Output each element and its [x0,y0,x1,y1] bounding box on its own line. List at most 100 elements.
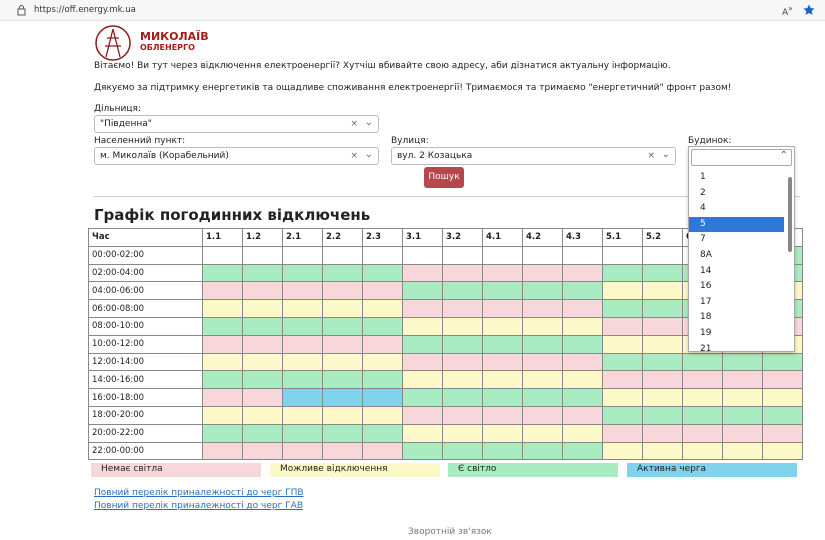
schedule-cell [522,352,563,372]
schedule-cell [602,334,643,354]
schedule-cell [402,263,443,283]
schedule-cell [322,370,363,390]
chevron: ⌄ [661,149,670,160]
schedule-cell [602,281,643,301]
schedule-cell [602,405,643,425]
schedule-cell [242,334,283,354]
house-search[interactable]: ⌃ [691,149,792,166]
house-option[interactable]: 17 [700,296,712,307]
schedule-cell [562,441,603,461]
clear[interactable]: × [350,119,358,129]
schedule-cell [242,281,283,301]
schedule-cell [442,245,483,265]
logo-icon [95,25,131,61]
street-select[interactable]: вул. 2 Козацька × ⌄ [391,147,676,165]
schedule-cell [522,316,563,336]
schedule-cell [482,245,523,265]
schedule-cell [602,441,643,461]
schedule-cell [282,352,323,372]
favorite-star[interactable] [803,4,815,16]
chevron: ⌄ [364,117,373,128]
schedule-cell [202,405,243,425]
read-aloud[interactable]: A» [782,4,793,18]
schedule-cell [402,316,443,336]
schedule-cell [722,405,763,425]
time-cell: 00:00-02:00 [88,245,203,265]
schedule-cell [522,281,563,301]
greeting: Вітаємо! Ви тут через відключення електр… [94,61,671,71]
schedule-cell [642,370,683,390]
schedule-cell [362,405,403,425]
logo-text: МИКОЛАЇВ ОБЛЕНЕРГО [140,31,209,53]
district-select[interactable]: "Південна" × ⌄ [94,115,379,133]
column-header: 3.2 [442,228,483,247]
schedule-cell [242,405,283,425]
schedule-cell [482,334,523,354]
schedule-cell [602,423,643,443]
house-option[interactable]: 16 [700,281,712,292]
schedule-cell [482,388,523,407]
schedule-cell [602,370,643,390]
settlement-select[interactable]: м. Миколаїв (Корабельний) × ⌄ [94,147,379,165]
link[interactable]: Повний перелік приналежності до черг ГАВ [94,501,303,511]
schedule-cell [562,281,603,301]
house-option[interactable]: 5 [689,216,784,233]
schedule-cell [402,388,443,407]
schedule-cell [202,281,243,301]
schedule-row: 20:00-22:00 [88,423,803,443]
schedule-cell [282,299,323,318]
schedule-cell [282,405,323,425]
house-option[interactable]: 18 [700,312,712,323]
label: Населенний пункт: [94,136,186,146]
clear[interactable]: × [350,151,358,161]
house-option[interactable]: 19 [700,327,712,338]
schedule-cell [202,263,243,283]
url[interactable]: https://off.energy.mk.ua [34,5,136,15]
schedule-cell [522,334,563,354]
house-option[interactable]: 4 [700,203,706,214]
schedule-cell [562,352,603,372]
schedule-cell [722,352,763,372]
schedule-cell [562,245,603,265]
schedule-cell [642,245,683,265]
divider [94,196,800,197]
schedule-cell [642,405,683,425]
schedule-cell [282,388,323,407]
schedule-row: 18:00-20:00 [88,405,803,425]
select-value: вул. 2 Козацька [397,151,473,161]
schedule-cell [322,316,363,336]
schedule-cell [242,352,283,372]
schedule-cell [362,370,403,390]
schedule-cell [482,281,523,301]
schedule-cell [602,388,643,407]
house-option[interactable]: 2 [700,187,706,198]
schedule-cell [482,316,523,336]
house-option[interactable]: 8А [700,249,712,260]
schedule-cell [362,316,403,336]
clear[interactable]: × [647,151,655,161]
legend-item: Активна черга [627,463,797,477]
house-option[interactable]: 21 [700,343,712,352]
schedule-cell [642,316,683,336]
schedule-cell [282,245,323,265]
thanks: Дякуємо за підтримку енергетиків та ощад… [94,83,732,93]
house-option[interactable]: 7 [700,234,706,245]
schedule-cell [642,334,683,354]
schedule-cell [322,441,363,461]
search-button[interactable]: Пошук [424,167,464,188]
schedule-cell [202,423,243,443]
chevron: ⌄ [364,149,373,160]
schedule-cell [202,352,243,372]
feedback-link[interactable]: Зворотній зв'язок [408,527,492,537]
label: Вулиця: [391,136,429,146]
house-option[interactable]: 14 [700,265,712,276]
house-option[interactable]: 1 [700,172,706,182]
schedule-cell [602,245,643,265]
schedule-title: Графік погодинних відключень [94,206,371,224]
link[interactable]: Повний перелік приналежності до черг ГПВ [94,488,304,498]
schedule-cell [722,388,763,407]
schedule-cell [682,370,723,390]
schedule-cell [522,423,563,443]
time-cell: 12:00-14:00 [88,352,203,372]
